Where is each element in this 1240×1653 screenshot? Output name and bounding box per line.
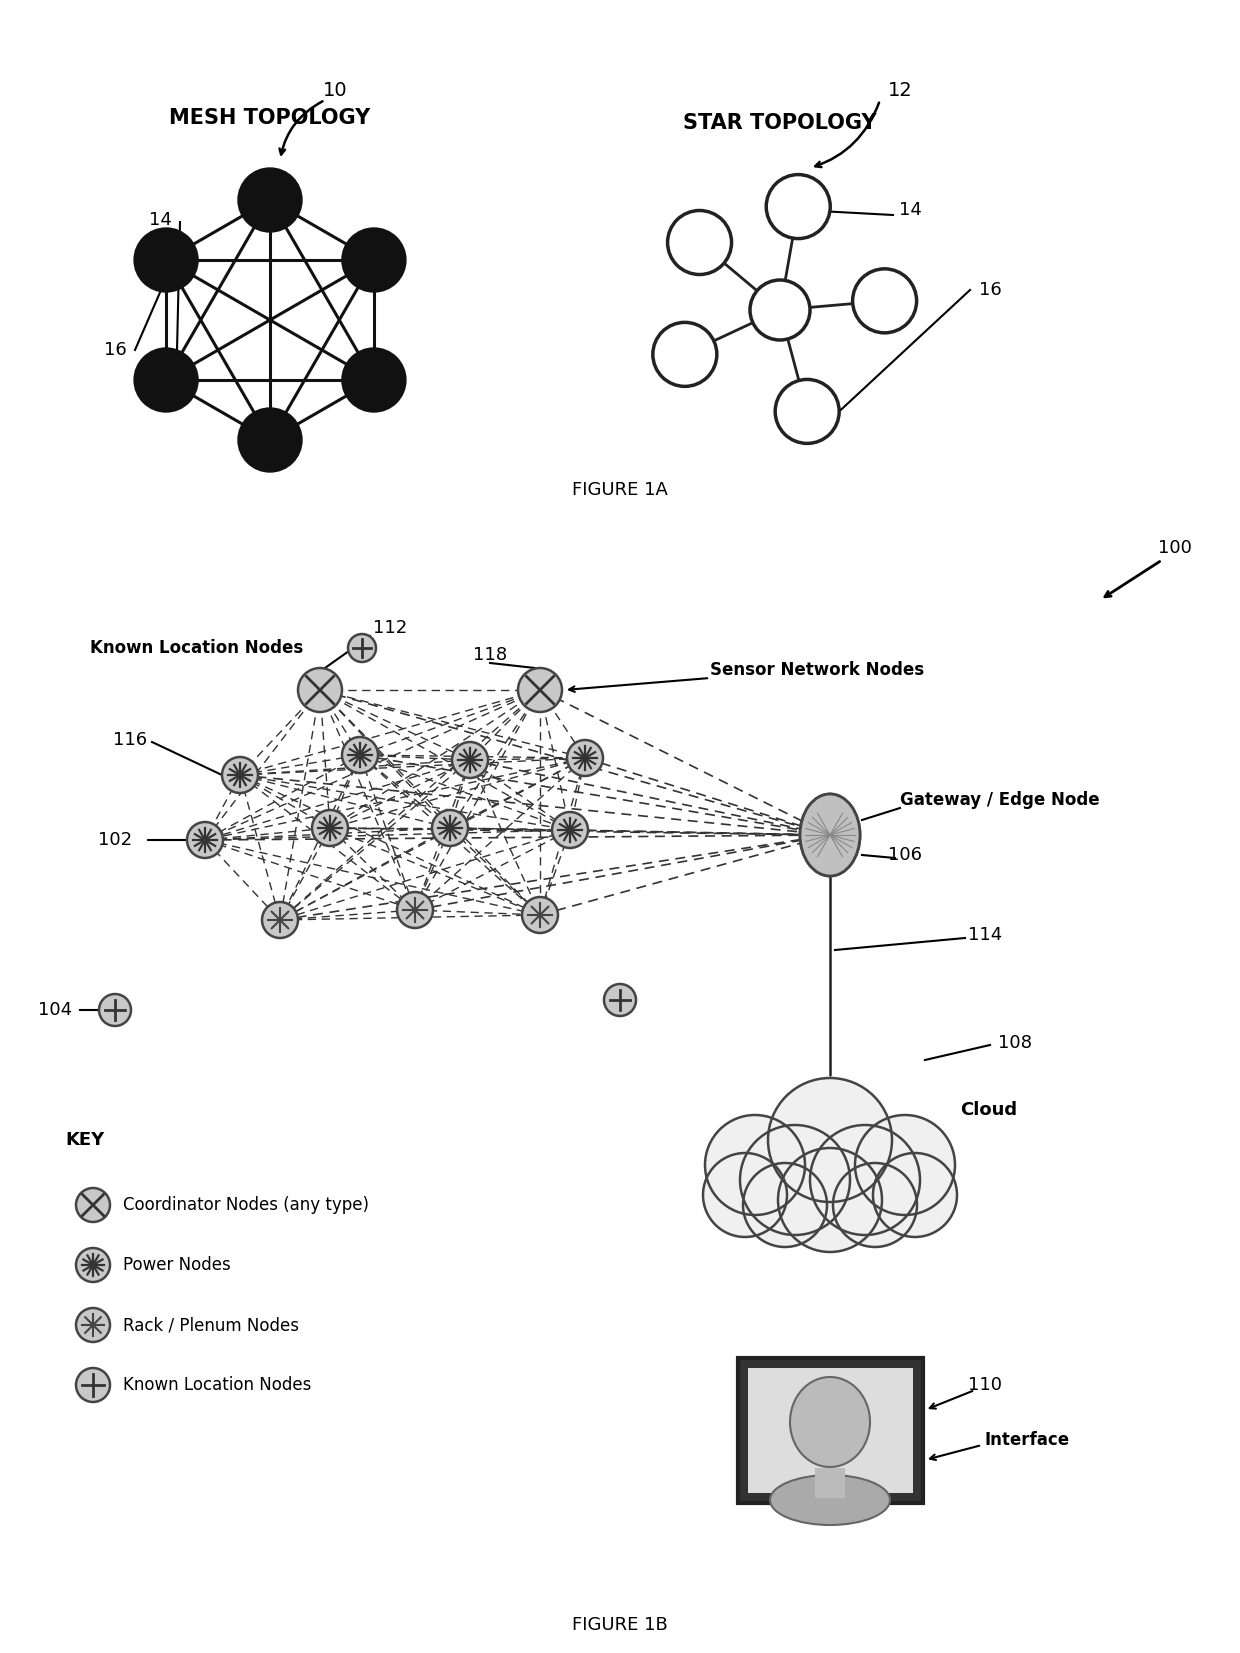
Circle shape (453, 742, 489, 779)
Text: Known Location Nodes: Known Location Nodes (123, 1375, 311, 1393)
Text: 112: 112 (373, 618, 407, 636)
Circle shape (768, 1078, 892, 1202)
Circle shape (777, 1147, 882, 1251)
Circle shape (775, 380, 839, 443)
Circle shape (833, 1164, 918, 1246)
Circle shape (134, 228, 198, 293)
Circle shape (432, 810, 467, 846)
Text: KEY: KEY (64, 1131, 104, 1149)
Circle shape (856, 1116, 955, 1215)
Circle shape (652, 322, 717, 387)
Text: Interface: Interface (985, 1431, 1070, 1450)
Circle shape (342, 228, 405, 293)
FancyBboxPatch shape (748, 1369, 913, 1493)
Text: 102: 102 (98, 831, 133, 850)
Circle shape (518, 668, 562, 712)
Text: MESH TOPOLOGY: MESH TOPOLOGY (170, 107, 371, 127)
Text: 14: 14 (899, 202, 921, 218)
Circle shape (262, 903, 298, 937)
Circle shape (187, 822, 223, 858)
Circle shape (667, 210, 732, 274)
Text: 12: 12 (888, 81, 913, 99)
Text: FIGURE 1A: FIGURE 1A (572, 481, 668, 499)
Ellipse shape (770, 1474, 890, 1526)
Circle shape (342, 737, 378, 774)
Ellipse shape (800, 793, 861, 876)
Circle shape (740, 1126, 849, 1235)
Text: 116: 116 (113, 731, 148, 749)
Circle shape (76, 1248, 110, 1283)
Circle shape (397, 893, 433, 927)
Circle shape (312, 810, 348, 846)
Circle shape (99, 993, 131, 1027)
Text: Gateway / Edge Node: Gateway / Edge Node (900, 792, 1100, 808)
Text: Rack / Plenum Nodes: Rack / Plenum Nodes (123, 1316, 299, 1334)
Text: Sensor Network Nodes: Sensor Network Nodes (711, 661, 924, 679)
Circle shape (703, 1154, 787, 1236)
Text: 104: 104 (38, 1002, 72, 1018)
Circle shape (222, 757, 258, 793)
Text: FIGURE 1B: FIGURE 1B (572, 1617, 668, 1635)
Circle shape (750, 279, 810, 341)
Text: 118: 118 (472, 646, 507, 665)
Circle shape (76, 1308, 110, 1342)
Text: 14: 14 (149, 212, 171, 230)
Circle shape (766, 175, 831, 238)
Circle shape (743, 1164, 827, 1246)
Text: STAR TOPOLOGY: STAR TOPOLOGY (683, 112, 877, 132)
Circle shape (134, 349, 198, 412)
Circle shape (238, 408, 303, 473)
Text: Cloud: Cloud (960, 1101, 1017, 1119)
Circle shape (567, 741, 603, 775)
FancyBboxPatch shape (815, 1468, 844, 1498)
Text: 10: 10 (322, 81, 347, 99)
FancyBboxPatch shape (738, 1359, 923, 1503)
Circle shape (810, 1126, 920, 1235)
Text: 100: 100 (1158, 539, 1192, 557)
Text: Known Location Nodes: Known Location Nodes (91, 640, 304, 656)
Ellipse shape (800, 793, 861, 876)
Text: 16: 16 (104, 341, 126, 359)
Circle shape (76, 1369, 110, 1402)
Circle shape (238, 169, 303, 231)
Circle shape (298, 668, 342, 712)
Text: 110: 110 (968, 1375, 1002, 1393)
Circle shape (873, 1154, 957, 1236)
Circle shape (853, 269, 916, 332)
Circle shape (804, 808, 856, 861)
Text: Power Nodes: Power Nodes (123, 1256, 231, 1274)
Text: 114: 114 (968, 926, 1002, 944)
Circle shape (522, 898, 558, 932)
Circle shape (552, 812, 588, 848)
Text: Coordinator Nodes (any type): Coordinator Nodes (any type) (123, 1197, 370, 1213)
Circle shape (706, 1116, 805, 1215)
Text: 16: 16 (978, 281, 1002, 299)
Ellipse shape (790, 1377, 870, 1466)
Text: 106: 106 (888, 846, 923, 865)
Circle shape (76, 1189, 110, 1222)
Circle shape (348, 635, 376, 661)
Circle shape (604, 984, 636, 1017)
Circle shape (342, 349, 405, 412)
Text: 108: 108 (998, 1035, 1032, 1051)
